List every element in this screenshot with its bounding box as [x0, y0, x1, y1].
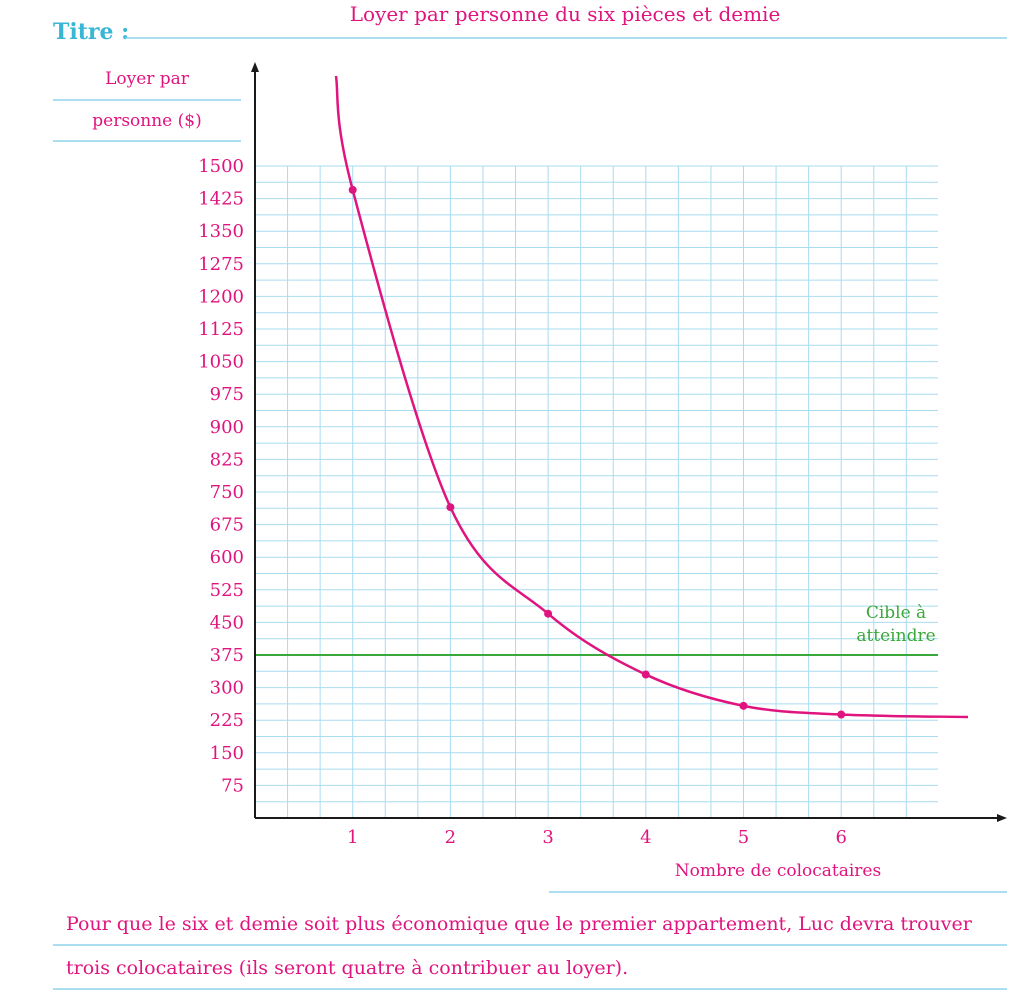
chart-title: Loyer par personne du six pièces et demi…: [350, 2, 781, 26]
y-tick-label: 1350: [198, 221, 244, 242]
data-point-1: [348, 185, 357, 194]
y-tick-label: 675: [210, 515, 244, 536]
grid: [255, 165, 938, 818]
x-tick-label: 3: [542, 827, 553, 848]
y-tick-label: 450: [210, 612, 244, 633]
y-tick-label: 300: [210, 678, 244, 699]
y-tick-label: 75: [221, 775, 244, 796]
data-point-6: [837, 710, 846, 719]
y-tick-label: 225: [210, 710, 244, 731]
title-label: Titre :: [53, 19, 129, 45]
x-tick-label: 5: [738, 827, 749, 848]
x-tick-label: 2: [445, 827, 456, 848]
y-tick-label: 900: [210, 417, 244, 438]
y-axis-label-line1: Loyer par: [105, 69, 190, 89]
data-point-4: [641, 670, 650, 679]
y-tick-label: 975: [210, 384, 244, 405]
y-tick-label: 150: [210, 743, 244, 764]
target-label-line1: Cible à: [866, 603, 926, 623]
y-tick-label: 1275: [198, 254, 244, 275]
y-axis-label-line2: personne ($): [92, 111, 201, 131]
answer-line-1: Pour que le six et demie soit plus écono…: [66, 913, 973, 935]
x-tick-label: 6: [835, 827, 846, 848]
y-tick-label: 750: [210, 482, 244, 503]
data-point-3: [544, 609, 553, 618]
y-tick-label: 525: [210, 580, 244, 601]
y-tick-label: 1200: [198, 286, 244, 307]
y-tick-labels: 75 150 225 300 375 450 525 600 675 750 825 900 975 10…: [198, 156, 244, 796]
y-tick-label: 1050: [198, 352, 244, 373]
y-tick-label: 375: [210, 645, 244, 666]
data-point-5: [739, 701, 748, 710]
y-tick-label: 1500: [198, 156, 244, 177]
x-tick-labels: 1 2 3 4 5 6: [347, 827, 847, 848]
y-tick-label: 1425: [198, 189, 244, 210]
y-tick-label: 1125: [198, 319, 244, 340]
x-tick-label: 1: [347, 827, 358, 848]
points-layer: [348, 185, 846, 719]
target-label-line2: atteindre: [856, 626, 935, 646]
y-tick-label: 825: [210, 449, 244, 470]
curve-layer: [334, 75, 969, 719]
data-point-2: [446, 503, 455, 512]
x-tick-label: 4: [640, 827, 651, 848]
answer-line-2: trois colocataires (ils seront quatre à …: [66, 957, 628, 979]
series-line: [334, 75, 969, 719]
y-tick-label: 600: [210, 547, 244, 568]
x-axis-label: Nombre de colocataires: [675, 861, 881, 881]
